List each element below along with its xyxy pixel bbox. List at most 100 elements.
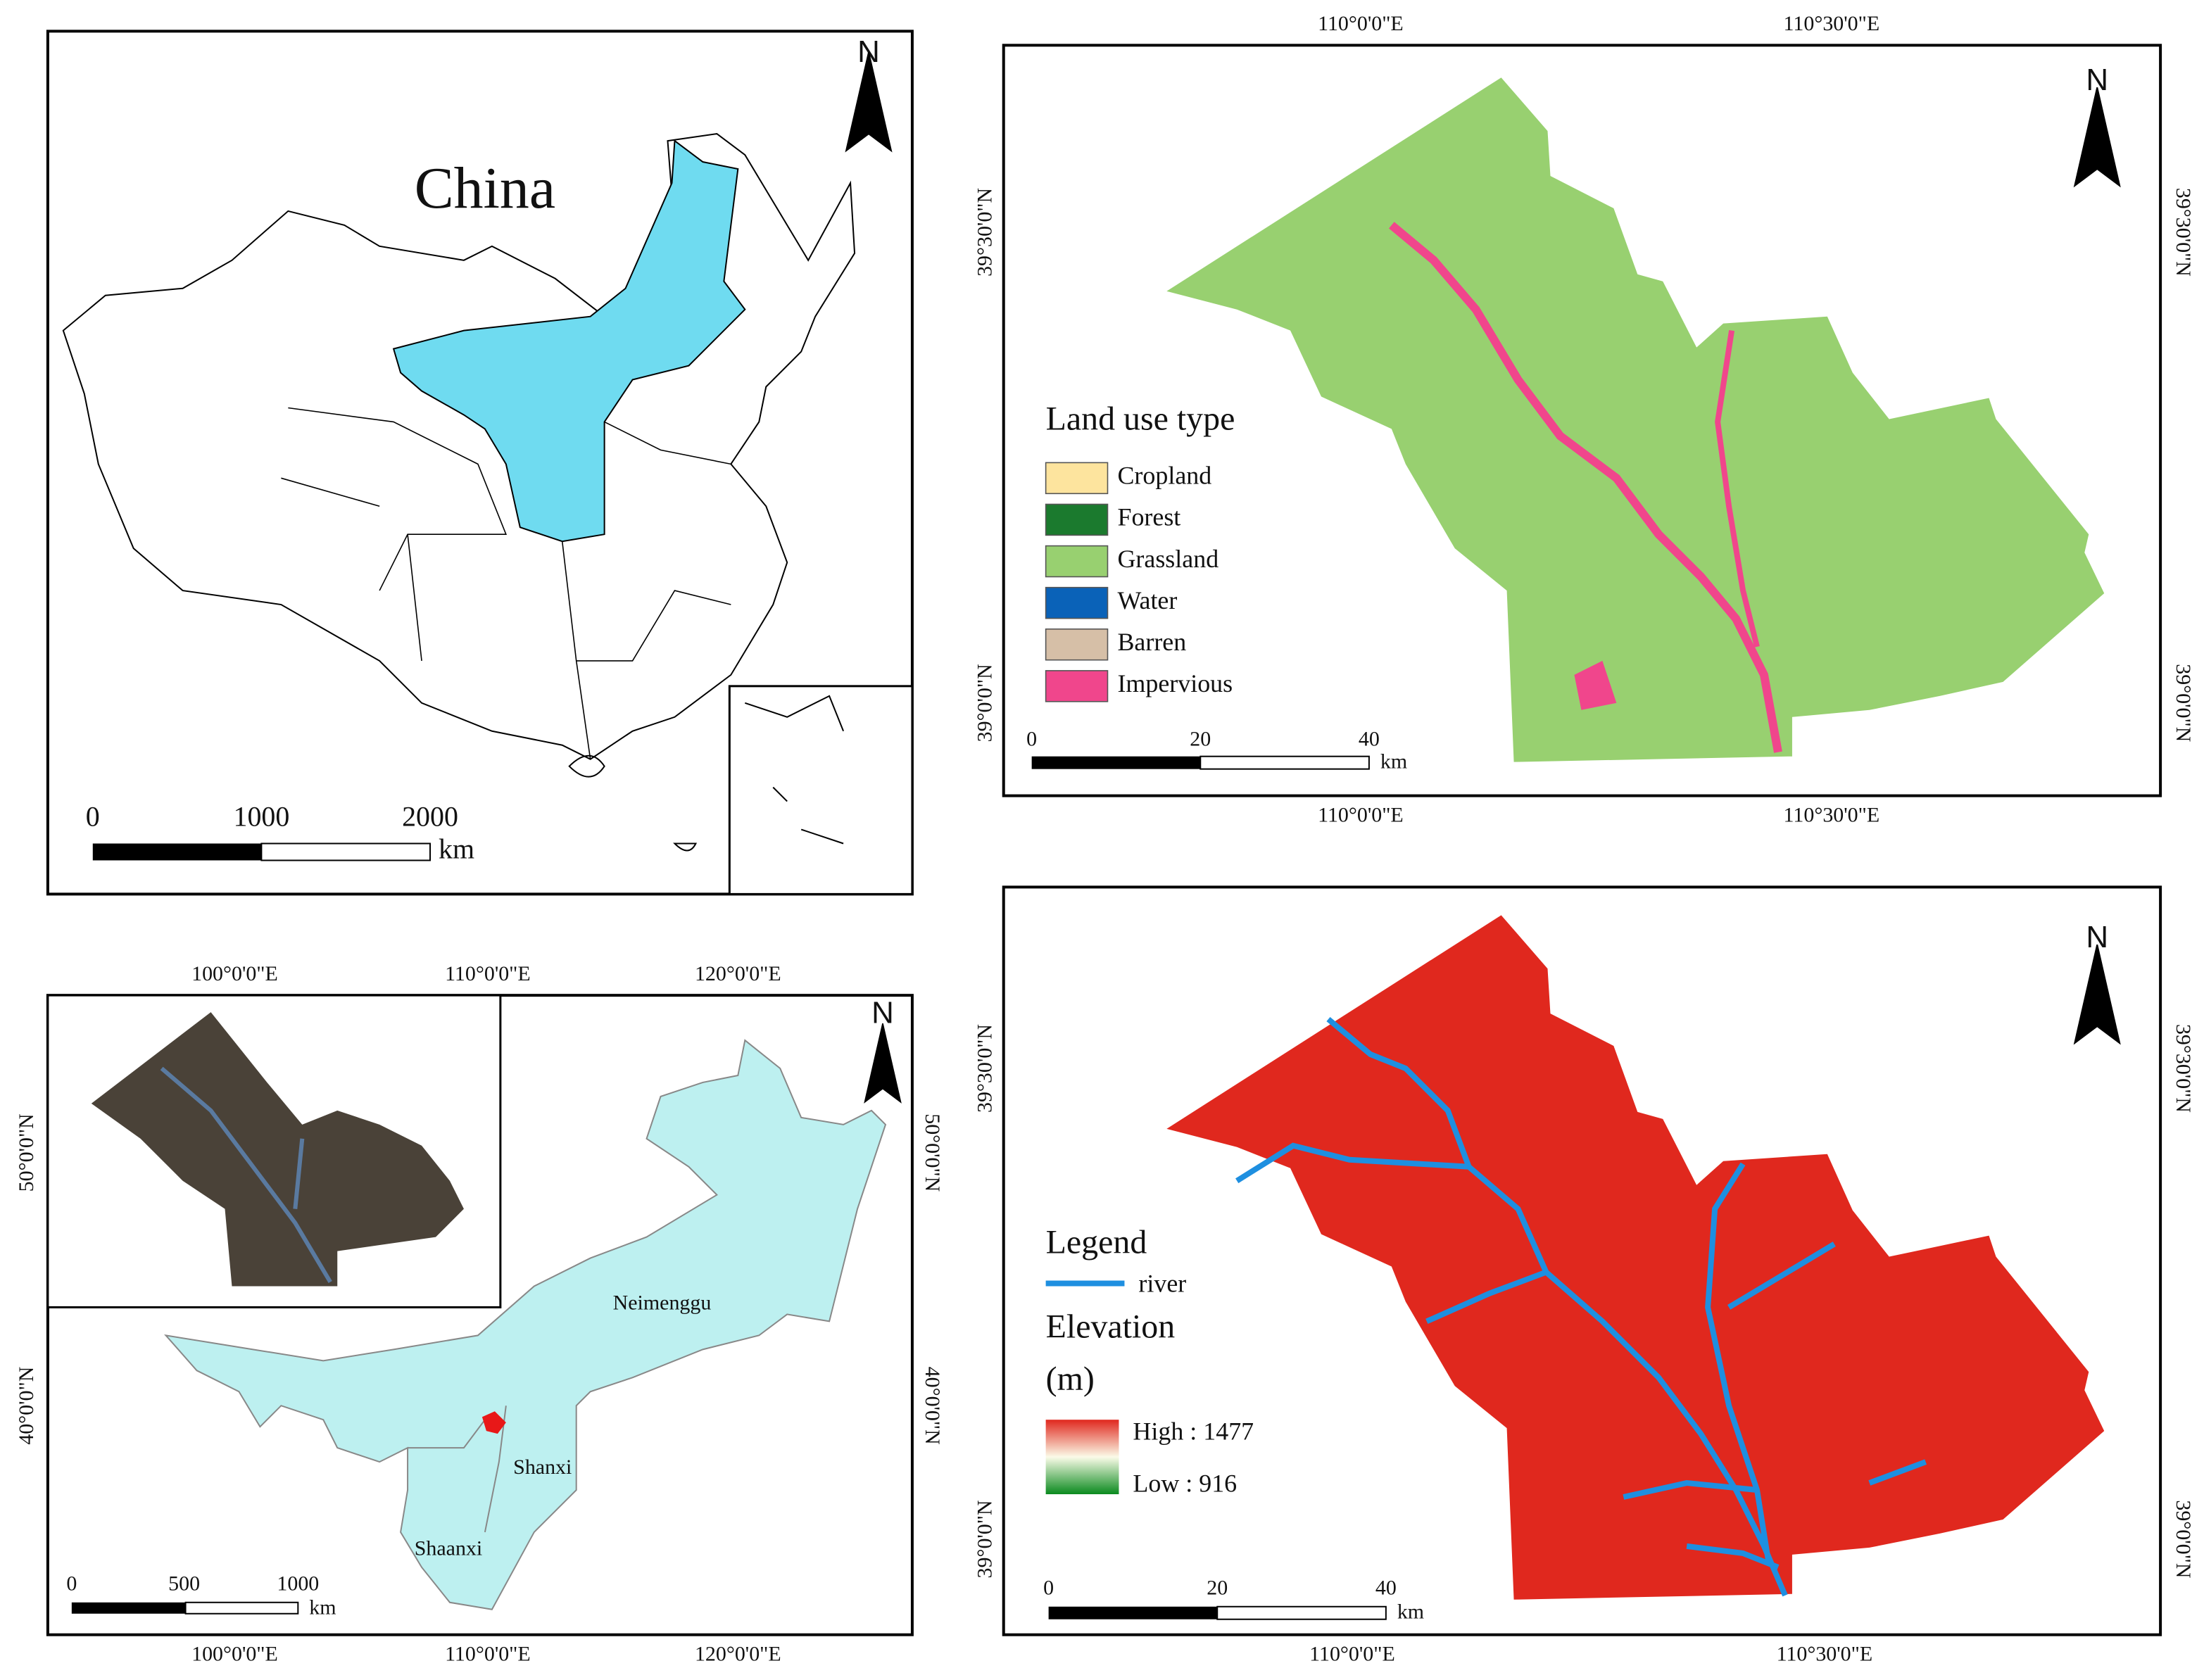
legend-unit: (m) xyxy=(1046,1360,1095,1397)
scale-bar xyxy=(92,843,262,861)
longitude-label: 120°0'0"E xyxy=(695,1643,781,1666)
latitude-label: 39°30'0"N xyxy=(974,188,997,277)
satellite-image xyxy=(91,1012,464,1287)
longitude-label: 100°0'0"E xyxy=(191,1643,278,1666)
legend-label: river xyxy=(1138,1270,1186,1298)
latitude-label: 39°30'0"N xyxy=(2172,1024,2195,1113)
latitude-label: 39°0'0"N xyxy=(974,1500,997,1578)
scale-bar xyxy=(71,1602,186,1614)
scale-label: 20 xyxy=(1207,1577,1228,1600)
scale-unit: km xyxy=(439,833,474,865)
frame xyxy=(1002,44,2162,797)
south-sea-inset xyxy=(728,685,914,895)
impervious-corridor xyxy=(1389,222,1782,753)
scale-bar xyxy=(260,842,432,861)
scale-label: 0 xyxy=(1043,1577,1054,1600)
china-panel: China N 0 1000 2000 km xyxy=(46,30,914,896)
scale-label: 500 xyxy=(168,1572,200,1596)
scale-label: 40 xyxy=(1375,1577,1397,1600)
location-panel: 100°0'0"E 110°0'0"E 120°0'0"E 100°0'0"E … xyxy=(15,962,944,1665)
rivers xyxy=(1235,1017,1927,1597)
latitude-label: 40°0'0"N xyxy=(15,1367,38,1445)
legend-title: Land use type xyxy=(1046,400,1235,437)
scale-bar xyxy=(184,1601,299,1615)
legend-label: Low : 916 xyxy=(1133,1469,1237,1497)
longitude-label: 100°0'0"E xyxy=(191,962,278,985)
scale-bar xyxy=(1048,1606,1218,1619)
region-map xyxy=(164,1039,887,1610)
legend-swatch xyxy=(1045,503,1109,536)
legend-label: High : 1477 xyxy=(1133,1417,1254,1445)
scale-label: 2000 xyxy=(402,801,458,833)
scale-label: 40 xyxy=(1359,728,1380,751)
legend-subtitle: Elevation xyxy=(1046,1308,1176,1345)
scale-label: 0 xyxy=(66,1572,77,1596)
province-borders xyxy=(281,407,731,759)
islands xyxy=(568,754,698,852)
inner-mongolia xyxy=(392,139,746,543)
region-label: Neimenggu xyxy=(613,1291,712,1314)
study-area-marker xyxy=(481,1411,506,1434)
legend-swatch xyxy=(1045,545,1109,578)
longitude-label: 110°0'0"E xyxy=(1309,1643,1395,1666)
legend-swatch xyxy=(1045,586,1109,619)
map-title: China xyxy=(415,156,555,221)
legend-label: Impervious xyxy=(1117,669,1233,697)
latitude-label: 40°0'0"N xyxy=(921,1367,944,1445)
scale-label: 1000 xyxy=(233,801,289,833)
longitude-label: 110°30'0"E xyxy=(1784,12,1880,35)
frame xyxy=(46,30,914,896)
north-arrow xyxy=(845,51,892,152)
legend-swatch xyxy=(1045,670,1109,702)
region-label: Shanxi xyxy=(513,1455,572,1479)
longitude-label: 120°0'0"E xyxy=(695,962,781,985)
impervious-patch xyxy=(1574,660,1617,710)
scale-bar xyxy=(1031,756,1201,769)
latitude-label: 39°0'0"N xyxy=(2172,1500,2195,1578)
south-sea-islands xyxy=(744,695,845,845)
legend-title: Legend xyxy=(1046,1224,1147,1261)
latitude-label: 39°30'0"N xyxy=(974,1024,997,1113)
scale-label: 1000 xyxy=(277,1572,319,1596)
legend-label: Cropland xyxy=(1117,462,1211,490)
longitude-label: 110°0'0"E xyxy=(445,1643,531,1666)
longitude-label: 110°30'0"E xyxy=(1777,1643,1873,1666)
scale-unit: km xyxy=(1380,750,1407,773)
longitude-label: 110°0'0"E xyxy=(1318,12,1404,35)
china-outline xyxy=(62,133,856,760)
region-label: Shaanxi xyxy=(415,1537,482,1560)
scale-label: 0 xyxy=(86,801,100,833)
scale-unit: km xyxy=(309,1596,336,1619)
elevation-ramp xyxy=(1045,1420,1119,1495)
elevation-panel: 110°0'0"E 110°30'0"E 39°30'0"N 39°0'0"N … xyxy=(974,885,2195,1666)
latitude-label: 39°0'0"N xyxy=(2172,664,2195,742)
impervious-corridor xyxy=(1715,330,1760,648)
legend-label: Grassland xyxy=(1117,545,1219,573)
land-use-area xyxy=(1166,77,2105,762)
scale-bar xyxy=(1199,755,1370,770)
north-arrow xyxy=(2074,944,2121,1044)
legend-label: Forest xyxy=(1117,503,1180,531)
scale-unit: km xyxy=(1397,1600,1424,1624)
frame xyxy=(1002,885,2162,1636)
north-arrow xyxy=(864,1023,902,1103)
legend-swatch xyxy=(1045,628,1109,661)
legend-label: Water xyxy=(1117,586,1177,614)
land-use-panel: 110°0'0"E 110°30'0"E 110°0'0"E 110°30'0"… xyxy=(974,12,2196,826)
legend-swatch xyxy=(1045,462,1109,495)
longitude-label: 110°30'0"E xyxy=(1784,803,1880,826)
longitude-label: 110°0'0"E xyxy=(1318,803,1404,826)
latitude-label: 39°0'0"N xyxy=(974,664,997,742)
scale-bar xyxy=(1216,1605,1387,1620)
latitude-label: 39°30'0"N xyxy=(2172,188,2195,277)
longitude-label: 110°0'0"E xyxy=(445,962,531,985)
legend: Cropland Forest Grassland Water Barren Imperv… xyxy=(1045,462,1233,702)
legend-label: Barren xyxy=(1117,628,1186,656)
scale-label: 20 xyxy=(1190,728,1211,751)
scale-label: 0 xyxy=(1026,728,1037,751)
satellite-rivers xyxy=(160,1066,332,1284)
latitude-label: 50°0'0"N xyxy=(15,1113,38,1192)
north-arrow xyxy=(2074,87,2121,187)
